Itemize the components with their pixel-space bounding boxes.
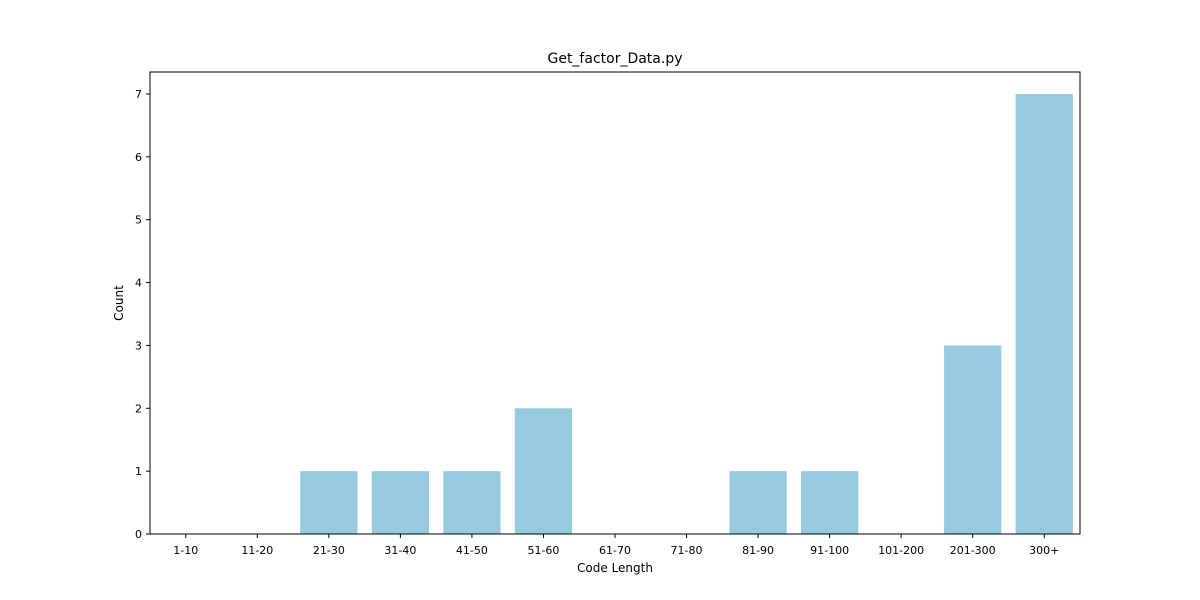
y-tick-label: 2 <box>135 402 142 415</box>
x-tick-label: 71-80 <box>671 544 703 557</box>
plot-frame <box>149 71 1081 535</box>
bar <box>514 408 573 534</box>
y-tick-label: 6 <box>135 151 142 164</box>
x-tick-label: 91-100 <box>810 544 849 557</box>
y-tick-label: 1 <box>135 465 142 478</box>
x-tick-label: 61-70 <box>599 544 631 557</box>
x-tick-label: 81-90 <box>742 544 774 557</box>
x-axis: 1-10 11-20 21-30 31-40 41-50 51-60 61-70 71-80 8… <box>173 534 1059 557</box>
y-axis: 0 1 2 3 4 5 6 7 <box>135 88 150 541</box>
bar <box>1015 94 1073 534</box>
x-axis-label: Code Length <box>577 561 653 575</box>
x-tick-label: 41-50 <box>456 544 488 557</box>
x-tick-label: 51-60 <box>527 544 559 557</box>
y-tick-label: 4 <box>135 277 142 290</box>
bar <box>300 471 358 534</box>
x-tick-label: 11-20 <box>241 544 273 557</box>
x-tick-label: 31-40 <box>384 544 416 557</box>
x-tick-label: 1-10 <box>173 544 198 557</box>
x-tick-label: 201-300 <box>950 544 996 557</box>
y-axis-label: Count <box>112 285 126 321</box>
x-tick-label: 101-200 <box>878 544 924 557</box>
bar <box>944 345 1002 534</box>
bars-group <box>300 94 1073 534</box>
x-tick-label: 21-30 <box>313 544 345 557</box>
chart-title: Get_factor_Data.py <box>547 51 682 67</box>
y-tick-label: 0 <box>135 528 142 541</box>
bar <box>801 471 859 534</box>
bar <box>729 471 787 534</box>
bar <box>443 471 501 534</box>
bar <box>371 471 429 534</box>
y-tick-label: 3 <box>135 339 142 352</box>
y-tick-label: 7 <box>135 88 142 101</box>
x-tick-label: 300+ <box>1029 544 1059 557</box>
y-tick-label: 5 <box>135 214 142 227</box>
